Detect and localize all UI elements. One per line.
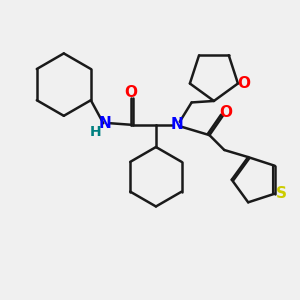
Text: N: N <box>170 117 183 132</box>
Text: N: N <box>99 116 112 131</box>
Text: S: S <box>276 186 287 201</box>
Text: O: O <box>124 85 137 100</box>
Text: O: O <box>237 76 250 91</box>
Text: O: O <box>219 105 232 120</box>
Text: H: H <box>90 125 102 139</box>
